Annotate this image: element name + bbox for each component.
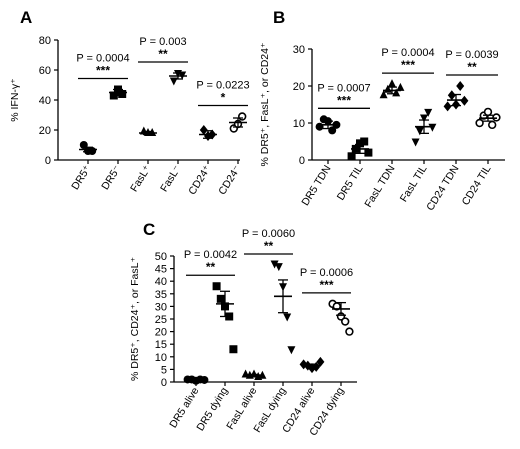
y-tick-label: 60 (39, 65, 51, 77)
data-point (315, 122, 324, 131)
category-label: CD24⁺ (186, 163, 214, 197)
category-label: DR5⁺ (69, 163, 93, 192)
p-value-label: P = 0.0039 (445, 49, 498, 61)
y-tick-label: 20 (39, 125, 51, 137)
data-point (118, 90, 127, 98)
significance-stars: *** (319, 278, 333, 292)
data-point (388, 79, 396, 88)
significance-stars: *** (337, 93, 351, 107)
significance-stars: ** (467, 60, 477, 74)
data-point (396, 82, 405, 91)
data-point (216, 294, 225, 303)
significance-stars: ** (264, 239, 274, 253)
y-tick-label: 40 (155, 276, 167, 288)
panel-b: B 0 10 20 30 % DR5⁺, FasL⁺, or CD24⁺ DR5 TDN DR… (259, 8, 505, 213)
p-value-label: P = 0.0006 (300, 267, 353, 279)
data-point (488, 120, 497, 130)
significance-stars: ** (206, 260, 216, 274)
y-tick-label: 15 (155, 339, 167, 351)
significance-stars: ** (158, 47, 168, 61)
data-point (88, 147, 97, 155)
y-tick-label: 50 (155, 251, 167, 263)
category-label: FasL⁺ (128, 163, 154, 194)
data-point (341, 317, 350, 326)
y-tick-label: 0 (45, 155, 51, 167)
p-value-label: P = 0.0007 (317, 82, 370, 94)
data-point (229, 345, 238, 354)
data-point (483, 107, 493, 117)
p-value-label: P = 0.0060 (242, 228, 295, 240)
y-tick-label: 40 (39, 95, 51, 107)
y-tick-label: 30 (155, 301, 167, 313)
data-point (447, 90, 456, 101)
y-tick-label: 25 (155, 314, 167, 326)
panel-letter: A (20, 8, 32, 27)
significance-stars: *** (96, 64, 110, 78)
y-axis-label: % DR5⁺, CD24⁺, or FasL⁺ (129, 257, 141, 381)
data-point (287, 346, 296, 355)
data-point (270, 260, 279, 269)
data-point (456, 81, 465, 91)
data-point (420, 114, 428, 123)
y-tick-label: 20 (155, 327, 167, 339)
category-label: CD24 TIL (460, 163, 494, 207)
category-label: DR5⁻ (99, 163, 123, 192)
panel-letter: B (273, 8, 285, 27)
data-point (443, 101, 452, 112)
p-value-label: P = 0.0042 (184, 249, 237, 261)
data-point (356, 139, 364, 148)
data-point (424, 108, 433, 117)
data-point (274, 263, 283, 272)
y-tick-label: 5 (161, 364, 167, 376)
y-tick-label: 80 (39, 35, 51, 47)
y-axis-label: % DR5⁺, FasL⁺, or CD24⁺ (259, 42, 271, 166)
data-point (360, 137, 369, 146)
p-value-label: P = 0.0004 (381, 47, 434, 59)
category-label: FasL TIL (398, 163, 430, 204)
y-tick-label: 0 (299, 155, 305, 167)
category-label: DR5 TDN (299, 163, 333, 208)
data-point (212, 282, 221, 291)
data-point (415, 127, 424, 136)
category-label: CD24⁻ (216, 163, 244, 197)
data-point (364, 148, 373, 157)
y-tick-label: 0 (161, 377, 167, 389)
significance-stars: * (221, 91, 226, 105)
category-label: DR5 TIL (335, 163, 366, 202)
data-point (411, 138, 420, 147)
p-value-label: P = 0.0223 (196, 80, 249, 92)
data-point (199, 125, 208, 135)
data-point (428, 123, 437, 132)
data-point (238, 112, 247, 121)
p-value-label: P = 0.0004 (76, 53, 129, 65)
category-label: FasL⁻ (158, 163, 184, 194)
y-axis-label: % IFN-γ⁺ (9, 78, 21, 122)
y-tick-label: 20 (293, 81, 305, 93)
data-point (316, 356, 325, 367)
data-point (283, 313, 292, 322)
y-tick-label: 45 (155, 264, 167, 276)
panel-letter: C (143, 220, 155, 239)
data-point (347, 152, 356, 161)
data-point (345, 327, 354, 336)
y-tick-label: 10 (155, 352, 167, 364)
data-point (379, 90, 388, 99)
category-label: FasL TDN (362, 163, 397, 209)
y-tick-label: 35 (155, 289, 167, 301)
category-label: CD24 TDN (424, 163, 461, 213)
y-tick-label: 30 (293, 44, 305, 56)
y-tick-label: 10 (293, 118, 305, 130)
p-value-label: P = 0.003 (139, 36, 186, 48)
significance-stars: *** (401, 58, 415, 72)
data-point (475, 118, 484, 128)
